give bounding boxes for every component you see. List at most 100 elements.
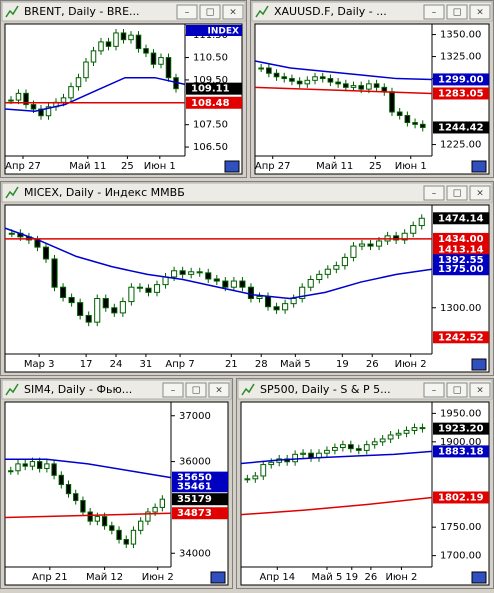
window-icon: [5, 383, 19, 396]
candle-body: [58, 474, 64, 486]
y-tick-label: 36000: [179, 457, 211, 468]
price-tag: [186, 82, 242, 95]
y-tick-label: 34000: [179, 548, 211, 559]
candle-body: [51, 258, 58, 288]
max-button[interactable]: [446, 185, 468, 201]
candle-body: [389, 91, 395, 113]
close-button[interactable]: [222, 4, 244, 20]
y-tick-label: 1700.00: [440, 551, 481, 562]
candle-body: [205, 272, 212, 280]
x-tick-label: 26: [366, 359, 379, 370]
candle-body: [307, 279, 314, 288]
candle-body: [239, 280, 246, 288]
x-tick-label: 24: [110, 359, 123, 370]
candle-body: [292, 453, 299, 463]
candle-body: [358, 243, 366, 247]
price-tag-label: 1392.55: [438, 255, 484, 266]
candle-body: [289, 78, 295, 82]
candle-body: [111, 307, 118, 314]
y-tick-label: 1900.00: [440, 437, 481, 448]
candle-body: [94, 298, 101, 323]
candle-body: [333, 265, 340, 270]
max-button[interactable]: [446, 382, 468, 398]
max-button[interactable]: [199, 4, 221, 20]
x-tick-label: 19: [345, 572, 358, 583]
close-button[interactable]: [469, 382, 491, 398]
scroll-icon[interactable]: [471, 571, 487, 584]
scroll-icon[interactable]: [210, 571, 226, 584]
candle-body: [119, 301, 126, 314]
scroll-icon[interactable]: [471, 358, 487, 371]
close-glyph: ×: [476, 386, 484, 396]
scroll-icon[interactable]: [224, 160, 240, 173]
min-button[interactable]: [423, 382, 445, 398]
candle-body: [403, 429, 410, 434]
price-tag-label: 1283.05: [438, 88, 484, 99]
candle-body: [252, 475, 259, 480]
close-button[interactable]: [469, 185, 491, 201]
index-badge: [186, 25, 242, 36]
price-tag: [433, 232, 489, 245]
x-tick-label: 17: [80, 359, 93, 370]
min-button[interactable]: [423, 4, 445, 20]
candle-body: [319, 76, 326, 80]
min-button[interactable]: [176, 4, 198, 20]
candle-body: [87, 511, 93, 522]
close-glyph: ×: [229, 8, 237, 18]
close-button[interactable]: [208, 382, 230, 398]
max-glyph: □: [453, 8, 462, 18]
candle-body: [258, 67, 264, 70]
min-glyph: –: [185, 8, 190, 18]
window-icon: [241, 383, 255, 396]
candle-body: [281, 76, 288, 80]
index-badge-label: INDEX: [208, 27, 239, 37]
candle-body: [300, 452, 306, 455]
close-button[interactable]: [469, 4, 491, 20]
candle-body: [299, 286, 306, 300]
candle-body: [371, 441, 378, 446]
candle-body: [136, 286, 143, 289]
candle-body: [412, 122, 418, 125]
candle-body: [404, 115, 411, 124]
y-tick-label: 1350.00: [440, 30, 481, 41]
max-glyph: □: [453, 189, 462, 199]
min-button[interactable]: [423, 185, 445, 201]
candle-body: [36, 461, 43, 469]
x-tick-label: Апр 27: [255, 161, 291, 172]
candle-body: [120, 32, 127, 41]
window-title: MICEX, Daily - Индекс ММВБ: [24, 186, 185, 199]
window-icon: [5, 5, 19, 18]
candle-body: [90, 50, 97, 63]
candle-body: [80, 500, 86, 513]
price-tag-label: 35461: [177, 481, 212, 492]
candle-body: [109, 525, 115, 531]
min-button[interactable]: [162, 382, 184, 398]
price-tag-label: 35650: [177, 473, 212, 484]
candle-body: [38, 108, 44, 117]
x-tick-label: 25: [121, 161, 134, 172]
candle-body: [143, 48, 149, 54]
close-glyph: ×: [476, 189, 484, 199]
candle-body: [68, 86, 74, 99]
price-tag-label: 34873: [177, 508, 212, 519]
price-tag: [172, 480, 228, 493]
candle-body: [60, 97, 67, 103]
y-tick-label: 37000: [179, 411, 211, 422]
candle-body: [8, 470, 14, 473]
x-tick-label: Май 11: [69, 161, 106, 172]
max-button[interactable]: [446, 4, 468, 20]
price-tag-label: 1802.19: [438, 492, 484, 503]
candle-body: [316, 273, 323, 280]
candle-body: [343, 83, 349, 88]
candle-body: [367, 243, 374, 247]
max-button[interactable]: [185, 382, 207, 398]
blue-average: [4, 227, 433, 300]
x-tick-label: Апр 21: [32, 572, 68, 583]
candle-body: [335, 81, 341, 85]
x-tick-label: Май 11: [316, 161, 353, 172]
scroll-icon[interactable]: [471, 160, 487, 173]
candle-body: [135, 34, 142, 50]
price-tag-label: 35179: [177, 494, 212, 505]
x-tick-label: Мар 3: [24, 359, 55, 370]
candle-body: [268, 461, 275, 466]
